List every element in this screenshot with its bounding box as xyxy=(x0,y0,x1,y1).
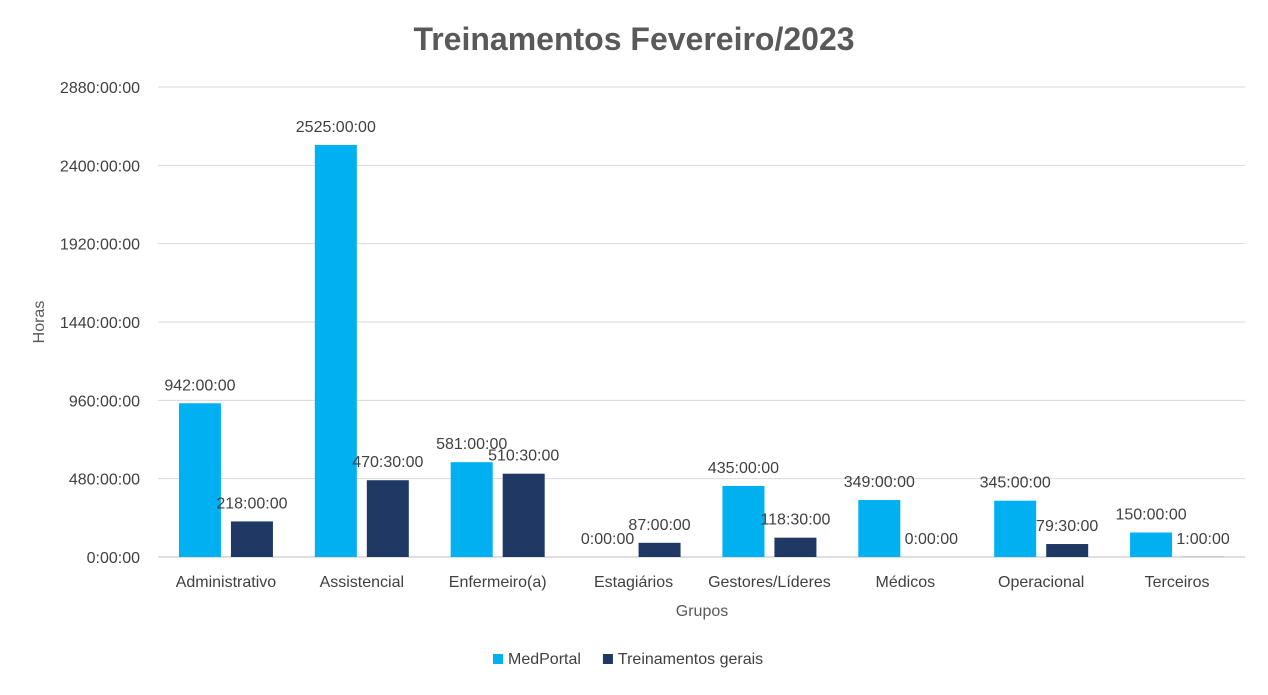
bar-treinamentos-gerais xyxy=(502,473,545,557)
data-label: 87:00:00 xyxy=(628,517,690,534)
legend-label: Treinamentos gerais xyxy=(618,651,763,668)
data-label: 118:30:00 xyxy=(760,512,830,529)
data-label: 1:00:00 xyxy=(1176,531,1229,548)
data-label: 435:00:00 xyxy=(708,460,779,477)
data-label: 2525:00:00 xyxy=(296,119,376,136)
data-label: 581:00:00 xyxy=(436,436,507,453)
data-label: 349:00:00 xyxy=(844,474,915,491)
data-label: 470:30:00 xyxy=(352,454,423,471)
y-tick-label: 480:00:00 xyxy=(69,472,140,489)
y-tick-label: 960:00:00 xyxy=(69,393,140,410)
x-tick-label: Terceiros xyxy=(1145,574,1210,591)
data-label: 345:00:00 xyxy=(980,475,1051,492)
data-label: 150:00:00 xyxy=(1115,507,1186,524)
legend: MedPortal Treinamentos gerais xyxy=(493,651,763,668)
legend-label: MedPortal xyxy=(508,651,581,668)
x-tick-label: Administrativo xyxy=(176,574,277,591)
y-axis-title: Horas xyxy=(31,301,48,344)
y-tick-label: 2400:00:00 xyxy=(60,158,140,175)
y-tick-label: 0:00:00 xyxy=(87,550,140,567)
data-labels: 942:00:00 218:00:00 2525:00:00 470:30:00 581… xyxy=(164,119,1230,548)
chart-title: Treinamentos Fevereiro/2023 xyxy=(413,21,854,57)
bar-treinamentos-gerais xyxy=(366,480,409,557)
x-axis-ticks: Administrativo Assistencial Enfermeiro(a) E… xyxy=(176,574,1210,591)
bar-medportal xyxy=(722,486,765,557)
bar-medportal xyxy=(858,500,901,557)
x-axis-title: Grupos xyxy=(676,603,728,620)
bar-medportal xyxy=(450,462,493,557)
data-label: 510:30:00 xyxy=(488,448,559,465)
bar-medportal xyxy=(178,403,221,557)
data-label: 79:30:00 xyxy=(1036,518,1098,535)
bar-treinamentos-gerais xyxy=(638,542,681,557)
bar-medportal xyxy=(994,500,1037,557)
legend-swatch xyxy=(493,654,503,664)
bar-medportal xyxy=(1130,532,1173,557)
bars xyxy=(178,144,1225,557)
bar-treinamentos-gerais xyxy=(1046,544,1089,557)
data-label: 942:00:00 xyxy=(164,377,235,394)
bar-treinamentos-gerais xyxy=(230,521,273,557)
x-tick-label: Gestores/Líderes xyxy=(708,574,831,591)
x-tick-label: Assistencial xyxy=(320,574,404,591)
y-tick-label: 1440:00:00 xyxy=(60,315,140,332)
x-tick-label: Estagiários xyxy=(594,574,673,591)
x-tick-label: Médicos xyxy=(876,574,936,591)
data-label: 218:00:00 xyxy=(216,495,287,512)
y-axis-ticks: 0:00:00 480:00:00 960:00:00 1440:00:00 1920:… xyxy=(60,80,140,567)
data-label: 0:00:00 xyxy=(581,531,634,548)
y-tick-label: 1920:00:00 xyxy=(60,237,140,254)
x-tick-label: Enfermeiro(a) xyxy=(449,574,547,591)
bar-treinamentos-gerais xyxy=(774,537,817,557)
x-tick-label: Operacional xyxy=(998,574,1084,591)
y-tick-label: 2880:00:00 xyxy=(60,80,140,97)
bar-medportal xyxy=(314,144,357,557)
data-label: 0:00:00 xyxy=(905,531,958,548)
legend-swatch xyxy=(602,654,613,664)
